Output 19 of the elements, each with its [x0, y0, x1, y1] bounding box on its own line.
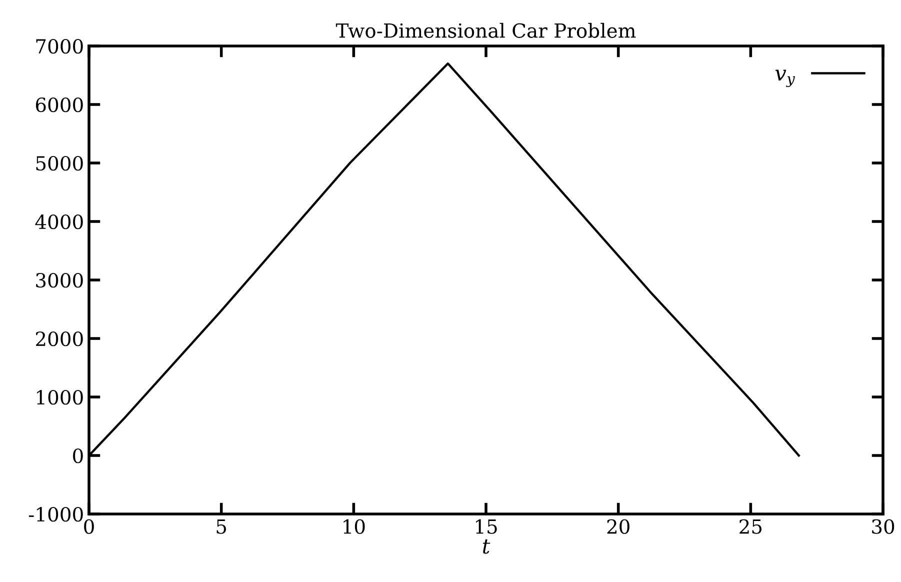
y-tick-label: -1000 — [28, 506, 83, 522]
y-tick-label: 6000 — [36, 97, 83, 112]
y-tick-label: 0 — [73, 448, 83, 464]
y-tick-label: 7000 — [36, 38, 83, 54]
y-tick-label: 4000 — [35, 214, 83, 230]
x-tick-label: 5 — [216, 519, 226, 534]
x-tick-label: 20 — [607, 519, 630, 534]
y-tick-label: 3000 — [36, 272, 83, 288]
legend-label: v$_{y}$ — [775, 70, 796, 88]
x-axis-title: t — [482, 539, 490, 554]
x-tick-label: 10 — [344, 519, 365, 534]
chart-title: Two-Dimensional Car Problem — [336, 22, 636, 38]
x-tick-label: 0 — [84, 519, 94, 534]
y-tick-label: 5000 — [36, 156, 83, 171]
y-tick-label: 1000 — [37, 390, 83, 405]
x-tick-label: 25 — [740, 519, 762, 534]
x-tick-label: 30 — [872, 519, 894, 534]
y-tick-label: 2000 — [36, 331, 83, 346]
x-tick-label: 15 — [476, 519, 497, 534]
